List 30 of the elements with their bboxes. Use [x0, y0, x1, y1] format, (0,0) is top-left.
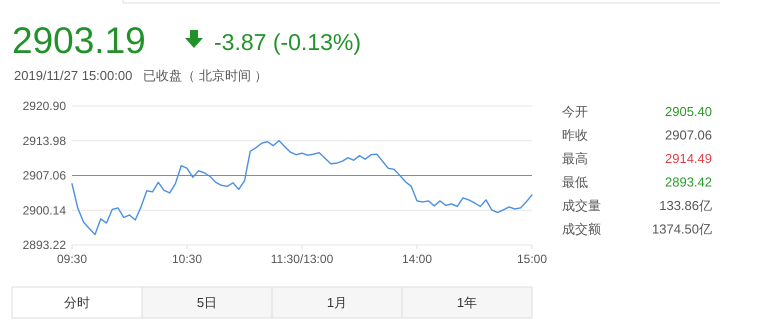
y-tick-label: 2907.06 — [22, 168, 66, 183]
text: 2914.49 — [665, 151, 712, 166]
text: 昨收 — [562, 128, 588, 142]
x-tick-label: 14:00 — [402, 252, 432, 266]
text: 1374.50亿 — [652, 222, 712, 236]
text: 133.86亿 — [659, 198, 712, 213]
text: 5日 — [196, 295, 218, 310]
text: 成交额 — [562, 222, 601, 236]
line-series — [71, 140, 533, 236]
x-tick-label: 11:30/13:00 — [270, 252, 334, 266]
x-tick-label: 10:30 — [172, 252, 202, 266]
text: 成交量 — [562, 198, 601, 213]
text: 最高 — [562, 151, 588, 166]
chart-title: 2903.19 — [12, 20, 146, 61]
x-tick-label: 09:30 — [56, 252, 88, 266]
text: 2905.40 — [665, 104, 712, 119]
chart-subtitle: -3.87 (-0.13%) — [214, 29, 362, 55]
y-tick-label: 2913.98 — [22, 134, 66, 148]
y-tick-label: 2893.22 — [22, 238, 66, 252]
y-tick-label: 2900.14 — [22, 203, 66, 218]
y-tick-label: 2920.90 — [22, 99, 66, 114]
x-tick-label: 15:00 — [516, 252, 548, 266]
text: 分时 — [64, 295, 90, 310]
text: 1年 — [456, 295, 478, 310]
text: 1月 — [326, 295, 348, 310]
text: 最低 — [562, 174, 588, 190]
text: 2907.06 — [665, 128, 712, 142]
text: 2019/11/27 15:00:00 已收盘（ 北京时间 ） — [14, 68, 268, 83]
text: 2893.42 — [665, 174, 712, 190]
text: 今开 — [562, 104, 588, 119]
